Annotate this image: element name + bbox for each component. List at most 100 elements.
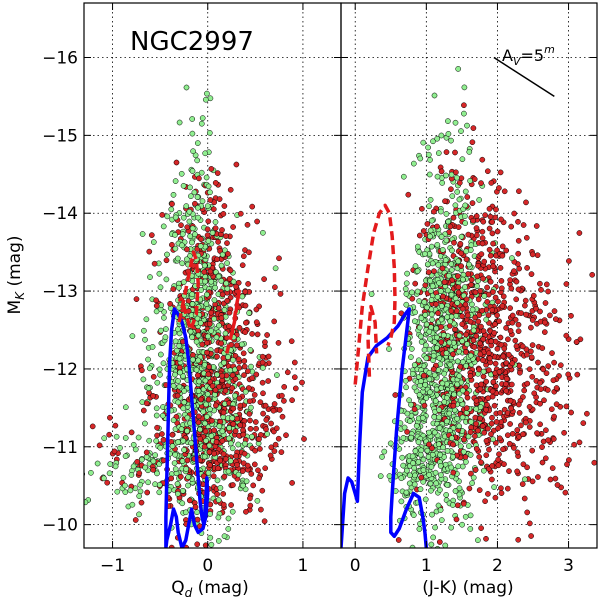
jk-point-green bbox=[415, 439, 422, 445]
qd-point-green bbox=[179, 500, 186, 507]
jk-point-green bbox=[456, 491, 463, 498]
qd-point-green bbox=[181, 399, 188, 406]
jk-point-red bbox=[528, 354, 535, 361]
qd-point-red bbox=[198, 236, 204, 242]
qd-point-green bbox=[181, 388, 188, 394]
jk-point-red bbox=[543, 370, 550, 377]
jk-point-red bbox=[481, 258, 488, 265]
qd-point-green bbox=[156, 482, 163, 488]
jk-point-red bbox=[529, 447, 536, 454]
jk-point-green bbox=[410, 460, 416, 466]
qd-point-red bbox=[194, 372, 201, 379]
jk-point-red bbox=[516, 410, 523, 416]
qd-point-green bbox=[189, 130, 196, 137]
jk-point-red bbox=[430, 366, 437, 373]
qd-point-green bbox=[224, 285, 231, 292]
qd-point-green bbox=[211, 316, 217, 322]
qd-point-red bbox=[251, 392, 258, 398]
jk-point-green bbox=[423, 321, 430, 328]
qd-point-red bbox=[264, 332, 270, 338]
qd-point-green bbox=[94, 460, 101, 467]
jk-point-green bbox=[428, 463, 435, 470]
qd-point-red bbox=[174, 392, 181, 399]
qd-point-green bbox=[248, 404, 254, 411]
qd-point-green bbox=[216, 423, 223, 430]
jk-point-green bbox=[452, 119, 459, 126]
qd-point-green bbox=[176, 342, 182, 349]
jk-point-red bbox=[515, 401, 522, 408]
jk-point-red bbox=[441, 279, 448, 285]
jk-point-green bbox=[428, 297, 435, 303]
jk-point-red bbox=[498, 490, 505, 496]
qd-point-red bbox=[206, 321, 213, 327]
qd-point-red bbox=[257, 446, 263, 452]
jk-point-red bbox=[492, 321, 498, 328]
qd-point-red bbox=[167, 300, 173, 307]
jk-point-green bbox=[436, 407, 442, 413]
jk-point-green bbox=[446, 339, 453, 346]
jk-point-red bbox=[497, 334, 504, 341]
jk-point-red bbox=[537, 386, 544, 393]
qd-point-green bbox=[156, 489, 163, 496]
jk-point-red bbox=[405, 191, 412, 198]
jk-dashed-track bbox=[366, 304, 379, 377]
jk-point-red bbox=[483, 452, 490, 459]
qd-point-green bbox=[183, 203, 190, 209]
qd-point-green bbox=[207, 534, 214, 541]
jk-point-red bbox=[537, 379, 543, 386]
qd-point-green bbox=[225, 354, 231, 360]
qd-point-red bbox=[196, 175, 202, 182]
qd-point-green bbox=[239, 293, 246, 300]
qd-point-red bbox=[234, 415, 241, 422]
jk-point-green bbox=[430, 534, 437, 541]
jk-point-green bbox=[424, 447, 431, 454]
jk-point-red bbox=[404, 429, 410, 435]
qd-point-green bbox=[174, 326, 181, 333]
qd-point-green bbox=[189, 291, 195, 298]
qd-point-green bbox=[194, 194, 201, 200]
qd-point-green bbox=[260, 365, 266, 371]
qd-point-green bbox=[156, 270, 163, 277]
qd-point-green bbox=[172, 214, 179, 221]
jk-point-red bbox=[479, 235, 486, 241]
jk-point-green bbox=[444, 287, 451, 294]
qd-point-green bbox=[176, 119, 183, 126]
jk-point-green bbox=[407, 418, 413, 425]
jk-point-red bbox=[571, 441, 577, 448]
jk-point-red bbox=[541, 329, 548, 335]
y-axis-label-unit: (mag) bbox=[5, 236, 25, 292]
jk-point-red bbox=[505, 351, 512, 358]
qd-point-red bbox=[259, 359, 266, 366]
jk-point-red bbox=[484, 401, 490, 408]
jk-point-red bbox=[431, 208, 437, 215]
jk-point-red bbox=[451, 239, 457, 246]
jk-point-red bbox=[507, 305, 513, 311]
qd-point-red bbox=[202, 428, 209, 435]
jk-point-green bbox=[491, 484, 497, 490]
jk-point-green bbox=[431, 372, 438, 379]
jk-point-red bbox=[439, 265, 446, 272]
jk-point-red bbox=[496, 185, 502, 191]
jk-point-red bbox=[486, 225, 493, 232]
qd-ticks: −1 0 1−10−11−12−13−14−15−16 bbox=[42, 3, 341, 576]
jk-point-red bbox=[395, 537, 402, 543]
jk-point-green bbox=[430, 138, 436, 145]
jk-point-green bbox=[432, 524, 438, 531]
qd-point-green bbox=[214, 371, 220, 378]
qd-point-red bbox=[89, 423, 96, 430]
jk-point-red bbox=[473, 225, 480, 231]
jk-point-red bbox=[523, 311, 529, 318]
jk-point-green bbox=[442, 542, 449, 548]
qd-point-red bbox=[226, 275, 233, 282]
qd-x-tick-label: 0 bbox=[202, 556, 213, 576]
qd-point-green bbox=[197, 426, 203, 433]
jk-point-green bbox=[462, 188, 469, 195]
jk-point-red bbox=[443, 149, 450, 155]
qd-point-red bbox=[233, 161, 240, 168]
qd-point-green bbox=[189, 356, 196, 363]
jk-point-green bbox=[420, 139, 427, 146]
qd-point-red bbox=[211, 427, 218, 434]
qd-point-red bbox=[256, 475, 262, 482]
jk-point-green bbox=[409, 371, 416, 377]
jk-point-green bbox=[411, 318, 418, 325]
